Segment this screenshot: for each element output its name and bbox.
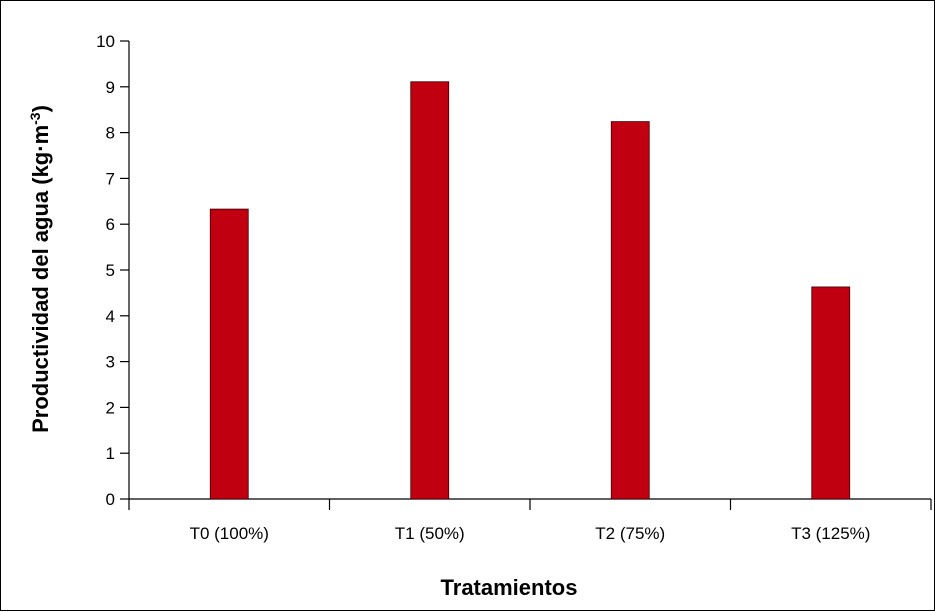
y-tick-label: 8 xyxy=(106,124,115,143)
bar-3 xyxy=(812,287,850,499)
y-tick-label: 0 xyxy=(106,490,115,509)
y-tick-label: 9 xyxy=(106,78,115,97)
y-axis-title-main: Productividad del agua (kg·m xyxy=(28,125,53,433)
x-axis-title: Tratamientos xyxy=(441,575,578,600)
x-axis: T0 (100%) T1 (50%) T2 (75%) T3 (125%) xyxy=(129,499,931,543)
y-tick-label: 5 xyxy=(106,261,115,280)
y-tick-label: 2 xyxy=(106,398,115,417)
y-tick-label: 6 xyxy=(106,215,115,234)
y-axis-title-suffix: ) xyxy=(28,105,53,112)
y-tick-label: 4 xyxy=(106,307,115,326)
y-tick-label: 10 xyxy=(96,32,115,51)
bar-0 xyxy=(210,209,248,499)
y-tick-label: 7 xyxy=(106,169,115,188)
y-tick-label: 1 xyxy=(106,444,115,463)
y-axis-title-superscript: -3 xyxy=(27,112,43,125)
bar-2 xyxy=(611,122,649,499)
bar-1 xyxy=(411,82,449,499)
y-axis-title: Productividad del agua (kg·m-3) xyxy=(27,105,53,433)
x-tick-label: T3 (125%) xyxy=(791,524,870,543)
y-tick-label: 3 xyxy=(106,353,115,372)
bars xyxy=(210,82,850,499)
x-tick-label: T1 (50%) xyxy=(395,524,465,543)
x-tick-label: T0 (100%) xyxy=(190,524,269,543)
x-tick-label: T2 (75%) xyxy=(595,524,665,543)
y-axis: 0 1 2 3 4 5 6 7 8 9 10 xyxy=(96,32,129,509)
